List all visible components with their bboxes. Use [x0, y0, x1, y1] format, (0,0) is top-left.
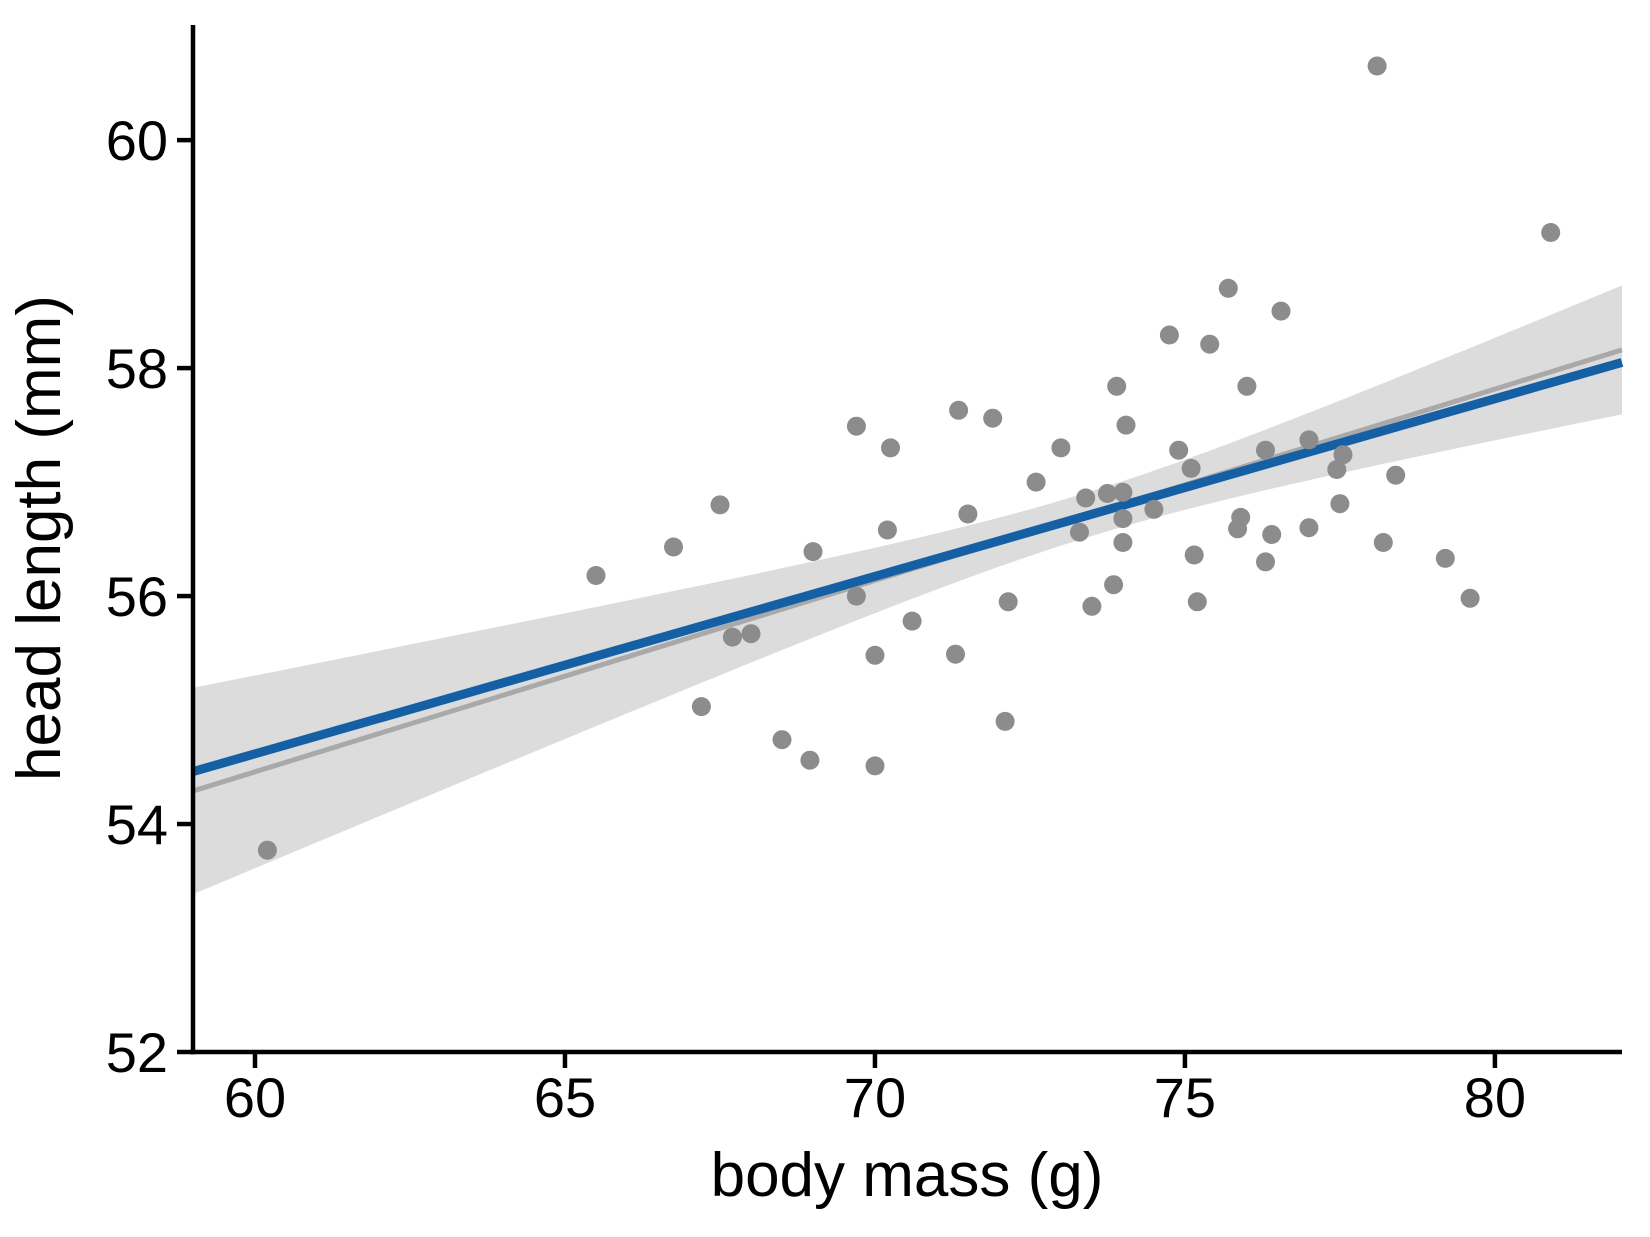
data-point — [1256, 440, 1275, 460]
data-point — [1237, 376, 1257, 396]
y-tick-label: 52 — [106, 1021, 168, 1084]
data-point — [1256, 552, 1275, 572]
data-point — [1299, 430, 1319, 450]
data-point — [1169, 440, 1189, 460]
data-point — [1144, 499, 1164, 519]
data-point — [1299, 518, 1319, 538]
data-point — [865, 645, 885, 665]
data-point — [1026, 472, 1046, 492]
data-point — [1262, 525, 1282, 544]
axis-layer: 60 65 70 75 80 52 54 56 58 60 — [106, 25, 1622, 1129]
data-point — [803, 542, 823, 562]
data-point — [865, 756, 885, 776]
data-point — [1333, 445, 1353, 465]
x-tick-label: 70 — [844, 1066, 906, 1129]
data-point — [1218, 278, 1238, 298]
y-tick-label: 54 — [106, 793, 168, 856]
data-point — [1231, 507, 1251, 527]
data-point — [1200, 334, 1220, 354]
y-tick-label: 60 — [106, 109, 168, 172]
data-point — [1116, 415, 1136, 435]
data-point — [846, 586, 866, 606]
data-point — [1367, 56, 1387, 76]
data-point — [586, 566, 606, 585]
data-point — [1051, 438, 1071, 458]
y-axis-title: head length (mm) — [5, 295, 74, 781]
data-point — [846, 416, 866, 436]
data-point — [1330, 494, 1350, 514]
y-tick-label: 56 — [106, 565, 168, 628]
data-point — [257, 840, 277, 860]
data-point — [1327, 460, 1347, 479]
data-point-layer — [257, 56, 1561, 860]
data-point — [1076, 488, 1096, 508]
confidence-band-layer — [193, 285, 1622, 895]
x-tick-label: 65 — [534, 1066, 596, 1129]
data-point — [949, 400, 969, 420]
data-point — [1541, 223, 1561, 242]
data-point — [1113, 533, 1133, 552]
data-point — [1435, 548, 1455, 568]
x-tick-label: 60 — [224, 1066, 286, 1129]
data-point — [998, 592, 1018, 612]
data-point — [1373, 533, 1393, 552]
data-point — [958, 504, 978, 524]
data-point — [710, 495, 730, 515]
data-point — [946, 644, 965, 664]
fit-line — [191, 358, 1624, 776]
data-point — [691, 697, 711, 717]
data-point — [722, 627, 742, 647]
data-point — [1104, 575, 1124, 595]
data-point — [1107, 376, 1127, 396]
x-axis-title: body mass (g) — [711, 1141, 1104, 1210]
data-point — [1159, 325, 1179, 345]
data-point — [1082, 596, 1102, 616]
confidence-band — [193, 285, 1622, 895]
data-point — [1386, 465, 1406, 485]
x-tick-label: 80 — [1464, 1066, 1526, 1129]
data-point — [983, 408, 1003, 428]
data-point — [1271, 301, 1291, 321]
data-point — [1070, 522, 1089, 542]
data-point — [1187, 592, 1207, 612]
data-point — [1097, 484, 1117, 503]
data-point — [1460, 588, 1480, 608]
data-point — [902, 611, 922, 631]
data-point — [877, 520, 897, 540]
data-point — [1113, 482, 1133, 502]
data-point — [1184, 545, 1204, 565]
regression-line-layer — [191, 347, 1624, 794]
data-point — [881, 438, 900, 458]
y-tick-label: 58 — [106, 337, 168, 400]
data-point — [800, 750, 820, 770]
data-point — [1181, 458, 1201, 478]
data-point — [995, 711, 1015, 731]
data-point — [664, 537, 683, 557]
data-point — [772, 730, 792, 750]
x-tick-label: 75 — [1154, 1066, 1216, 1129]
data-point — [1113, 509, 1133, 529]
data-point — [741, 624, 761, 644]
